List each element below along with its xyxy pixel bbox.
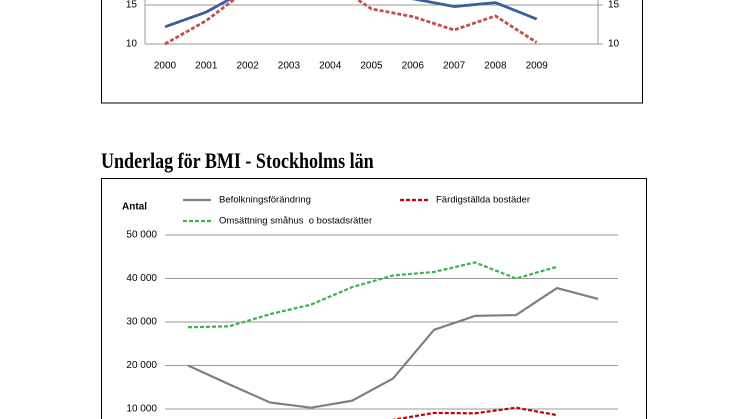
x-tick-label: 2006 [402, 61, 425, 72]
x-tick-label: 2002 [236, 61, 259, 72]
y-tick-label: 10 000 [126, 404, 157, 415]
x-tick-label: 2007 [443, 61, 466, 72]
x-tick-label: 2004 [319, 61, 342, 72]
series-line [187, 286, 599, 409]
legend-label: Färdigställda bostäder [436, 195, 530, 206]
series-line [164, 0, 538, 29]
y-tick-label: 15 [126, 0, 138, 11]
series-line [164, 0, 538, 46]
legend-label: Befolkningsförändring [219, 195, 311, 206]
x-tick-label: 2005 [360, 61, 383, 72]
x-tick-label: 2008 [484, 61, 507, 72]
y2-tick-label: 15 [608, 0, 620, 11]
y-axis-label: Antal [122, 202, 147, 213]
legend-label: Omsättning småhus o bostadsrätter [219, 216, 372, 227]
series-line [187, 261, 558, 329]
x-tick-label: 2003 [278, 61, 301, 72]
series-line [390, 406, 558, 419]
chart-frame [101, 0, 643, 104]
y-tick-label: 40 000 [126, 273, 157, 284]
x-tick-label: 2000 [154, 61, 177, 72]
y-tick-label: 10 [126, 39, 138, 50]
y-tick-label: 20 000 [126, 360, 157, 371]
x-tick-label: 2009 [526, 61, 549, 72]
y2-tick-label: 10 [608, 39, 620, 50]
chart-frame [101, 178, 647, 419]
x-tick-label: 2001 [195, 61, 218, 72]
y-tick-label: 50 000 [126, 230, 157, 241]
section-heading: Underlag för BMI - Stockholms län [101, 149, 374, 173]
y-tick-label: 30 000 [126, 317, 157, 328]
